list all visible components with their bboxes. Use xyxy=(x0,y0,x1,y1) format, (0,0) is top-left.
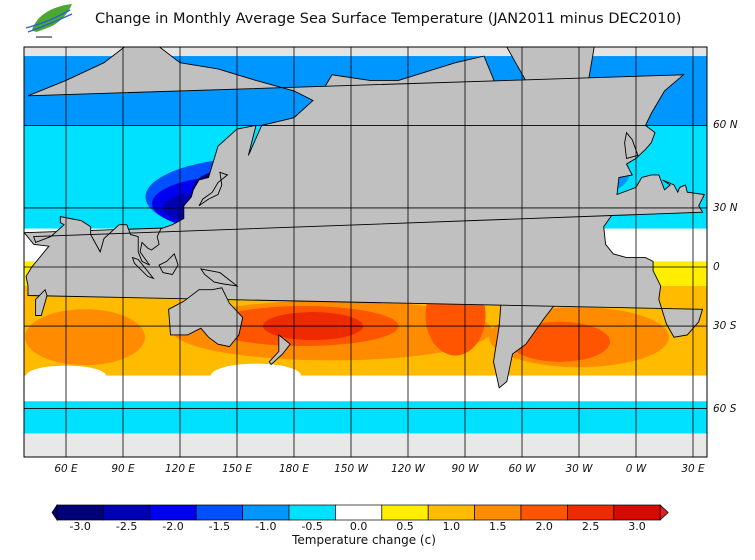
land-borneo xyxy=(158,252,179,276)
longitude-label: 150 E xyxy=(221,463,253,475)
graticule xyxy=(24,47,707,457)
longitude-label: 60 W xyxy=(508,463,536,475)
sst-patch xyxy=(25,309,145,366)
land-sumatra xyxy=(131,256,155,280)
colorbar-swatch xyxy=(149,504,197,521)
longitude-label: 60 E xyxy=(54,463,78,475)
land-africa xyxy=(0,192,19,337)
colorbar-title: Temperature change (c) xyxy=(292,533,436,547)
colorbar-swatch xyxy=(613,504,661,521)
colorbar-label: 0.5 xyxy=(396,520,414,533)
colorbar-swatch xyxy=(567,504,615,521)
longitude-label: 90 W xyxy=(451,463,479,475)
land-new-guinea xyxy=(199,268,239,287)
longitude-label: 120 E xyxy=(164,463,196,475)
colorbar-swatch xyxy=(520,504,568,521)
longitude-label: 120 W xyxy=(391,463,425,475)
leaf-wave-logo xyxy=(25,4,75,38)
colorbar-swatch xyxy=(427,504,475,521)
colorbar-swatch xyxy=(474,504,522,521)
colorbar-label: 2.5 xyxy=(581,520,600,533)
latitude-label: 0 xyxy=(713,261,720,273)
colorbar-label: 0.0 xyxy=(349,520,368,533)
longitude-label: 90 E xyxy=(111,463,135,475)
colorbar-swatch xyxy=(381,504,429,521)
colorbar-swatch xyxy=(195,504,243,521)
colorbar-label: 1.5 xyxy=(489,520,507,533)
sst-patch xyxy=(24,401,707,434)
longitude-label: 180 E xyxy=(278,463,310,475)
colorbar-label: 1.0 xyxy=(442,520,461,533)
map-title: Change in Monthly Average Sea Surface Te… xyxy=(95,11,682,27)
land-new-zealand xyxy=(268,333,291,366)
colorbar-label: -2.5 xyxy=(115,520,138,533)
colorbar-label: -0.5 xyxy=(301,520,323,533)
colorbar-label: -3.0 xyxy=(69,520,91,533)
latitude-label: 30 S xyxy=(713,320,737,333)
latitude-label: 60 N xyxy=(713,119,738,132)
sst-patch xyxy=(24,433,707,457)
latitude-label: 30 N xyxy=(713,201,738,214)
colorbar-label: -1.0 xyxy=(255,520,277,533)
map-frame xyxy=(23,46,708,458)
colorbar-under-arrow xyxy=(51,503,58,522)
sst-patch xyxy=(211,363,301,388)
latitude-label: 60 S xyxy=(713,402,737,415)
longitude-label: 30 E xyxy=(681,463,705,475)
colorbar-swatch xyxy=(103,504,151,521)
land-madagascar xyxy=(720,290,731,316)
land-australia xyxy=(168,287,244,348)
sst-change-map xyxy=(0,34,755,458)
colorbar-label: 2.0 xyxy=(535,520,553,533)
land-masses xyxy=(0,34,755,389)
longitude-label: 150 W xyxy=(334,463,368,475)
colorbar-swatch xyxy=(335,504,383,521)
land-eurasia xyxy=(712,34,755,266)
sst-patch xyxy=(24,375,707,402)
land-eurasia xyxy=(27,47,706,266)
land-japan xyxy=(198,171,229,207)
colorbar-label: 3.0 xyxy=(628,520,646,533)
land-madagascar xyxy=(35,288,48,316)
longitude-label: 30 W xyxy=(565,463,593,475)
colorbar-swatch xyxy=(56,504,104,521)
colorbar-over-arrow xyxy=(659,504,669,521)
colorbar-label: -1.5 xyxy=(208,520,231,533)
longitude-label: 0 W xyxy=(625,463,647,475)
land-eurasia xyxy=(0,34,20,266)
colorbar-label: -2.0 xyxy=(162,520,184,533)
colorbar-swatch xyxy=(242,504,290,521)
colorbar-swatch xyxy=(288,504,336,521)
sst-patch xyxy=(24,47,707,57)
